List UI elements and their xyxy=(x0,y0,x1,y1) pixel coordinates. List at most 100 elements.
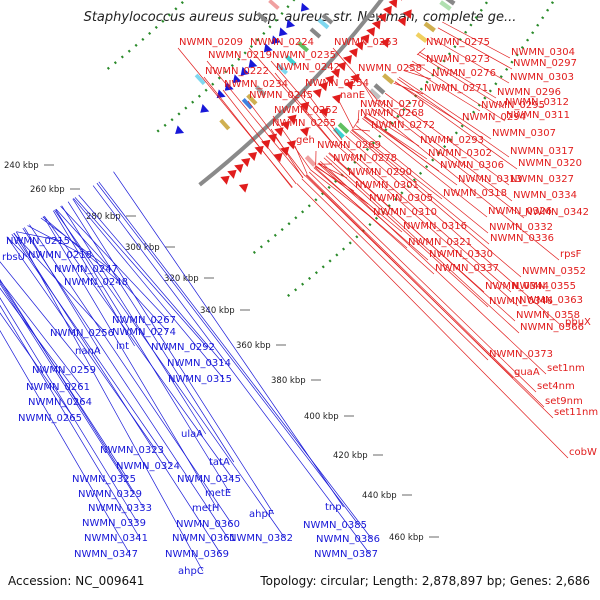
feature-block xyxy=(297,41,309,53)
reverse-gene-label: NWMN_0292 xyxy=(151,342,215,353)
forward-gene-label: NWMN_0303 xyxy=(510,72,574,83)
forward-gene-label: NWMN_0235 xyxy=(272,50,336,61)
forward-gene-label: NWMN_0295 xyxy=(481,100,545,111)
forward-gene-label: NWMN_0224 xyxy=(250,37,314,48)
feature-block xyxy=(246,93,258,106)
reverse-gene-label: NWMN_0360 xyxy=(176,519,240,530)
reverse-gene-arrow xyxy=(377,12,387,23)
reverse-gene-label: NWMN_0215 xyxy=(6,236,70,247)
reverse-gene-label: tnp xyxy=(325,502,342,513)
reverse-gene-label: NWMN_0329 xyxy=(78,489,142,500)
reverse-leader xyxy=(13,232,107,334)
reverse-gene-arrow xyxy=(397,16,407,27)
reverse-gene-arrow xyxy=(401,0,403,1)
reverse-leader xyxy=(0,297,139,524)
reverse-gene-arrow xyxy=(234,163,244,173)
reverse-gene-label: NWMN_0386 xyxy=(316,534,380,545)
reverse-gene-arrow xyxy=(383,5,392,16)
reverse-leader xyxy=(96,182,360,526)
forward-leader xyxy=(206,60,304,178)
tick-label: 280 kbp xyxy=(86,212,121,222)
feature-block xyxy=(304,155,317,167)
forward-gene-label: NWMN_0255 xyxy=(272,118,336,129)
forward-gene-label: NWMN_0273 xyxy=(426,54,490,65)
forward-leader xyxy=(314,166,435,275)
reverse-gene-label: ahpF xyxy=(249,509,274,520)
forward-leader xyxy=(303,88,343,141)
forward-gene-label: NWMN_0253 xyxy=(334,37,398,48)
forward-leader xyxy=(318,162,403,233)
reverse-leader xyxy=(22,228,229,539)
tick-label: 300 kbp xyxy=(125,243,160,253)
forward-leader xyxy=(349,131,522,278)
forward-leader xyxy=(353,118,360,129)
forward-gene-label: set11nm xyxy=(554,407,598,418)
tick-label: 360 kbp xyxy=(236,341,271,351)
forward-leader xyxy=(306,174,545,408)
reverse-gene-arrow xyxy=(360,34,370,44)
reverse-leader xyxy=(0,312,75,419)
forward-gene-label: set9nm xyxy=(545,396,583,407)
reverse-gene-arrow xyxy=(287,114,297,124)
reverse-leader xyxy=(73,198,225,380)
reverse-gene-label: NWMN_0248 xyxy=(64,277,128,288)
reverse-gene-arrow xyxy=(337,61,347,72)
forward-leader xyxy=(442,21,511,59)
reverse-leader xyxy=(24,227,101,352)
reverse-leader xyxy=(0,283,135,495)
feature-block xyxy=(423,21,436,33)
forward-gene-label: NWMN_0334 xyxy=(513,190,577,201)
reverse-gene-arrow xyxy=(330,68,341,78)
forward-gene-label: NWMN_0245 xyxy=(249,90,313,101)
reverse-leader xyxy=(0,329,131,555)
reverse-gene-arrow xyxy=(299,127,310,137)
forward-leader xyxy=(411,60,506,122)
tick-label: 440 kbp xyxy=(362,491,397,501)
forward-leader xyxy=(416,47,426,56)
feature-block xyxy=(445,0,456,6)
forward-leader xyxy=(203,76,293,189)
tick-label: 320 kbp xyxy=(164,274,199,284)
forward-gene-label: NWMN_0290 xyxy=(348,167,412,178)
forward-leader xyxy=(384,92,510,186)
forward-gene-arrow xyxy=(232,74,242,84)
reverse-leader xyxy=(74,197,208,348)
label-leaders xyxy=(0,21,569,572)
forward-leader xyxy=(270,60,341,143)
reverse-gene-arrow xyxy=(238,183,249,193)
genome-stats: Topology: circular; Length: 2,878,897 bp… xyxy=(260,574,590,588)
forward-gene-label: NWMN_0310 xyxy=(373,207,437,218)
forward-gene-label: NWMN_0301 xyxy=(355,180,419,191)
forward-gene-label: NWMN_0320 xyxy=(518,158,582,169)
reverse-gene-label: NWMN_0347 xyxy=(74,549,138,560)
reverse-gene-arrow xyxy=(354,41,364,51)
forward-leader xyxy=(323,157,489,308)
forward-gene-arrow xyxy=(200,104,210,113)
forward-gene-arrow xyxy=(175,125,185,134)
reverse-leader xyxy=(0,287,85,403)
forward-gene-arrow xyxy=(240,66,250,76)
forward-leader xyxy=(345,135,565,329)
feature-block xyxy=(321,13,334,25)
reverse-gene-arrow xyxy=(280,121,291,131)
forward-gene-label: NWMN_0332 xyxy=(489,222,553,233)
reverse-gene-label: NWMN_0256 xyxy=(50,328,114,339)
forward-leader xyxy=(394,81,518,170)
feature-block xyxy=(333,127,345,139)
reverse-gene-arrow xyxy=(227,169,237,179)
reverse-leader xyxy=(61,205,207,435)
feature-block xyxy=(256,12,268,23)
forward-gene-label: NWMN_0270 xyxy=(360,99,424,110)
forward-gene-label: NWMN_0297 xyxy=(513,58,577,69)
forward-leader xyxy=(338,100,354,129)
reverse-gene-arrow xyxy=(342,55,352,65)
forward-leader xyxy=(270,128,304,179)
feature-block xyxy=(317,18,330,30)
forward-leader xyxy=(248,47,336,147)
forward-gene-label: NWMN_0268 xyxy=(360,108,424,119)
forward-leader xyxy=(301,178,489,361)
forward-leader xyxy=(437,27,513,70)
forward-gene-label: pbuX xyxy=(565,317,591,328)
forward-gene-label: NWMN_0326 xyxy=(488,206,552,217)
